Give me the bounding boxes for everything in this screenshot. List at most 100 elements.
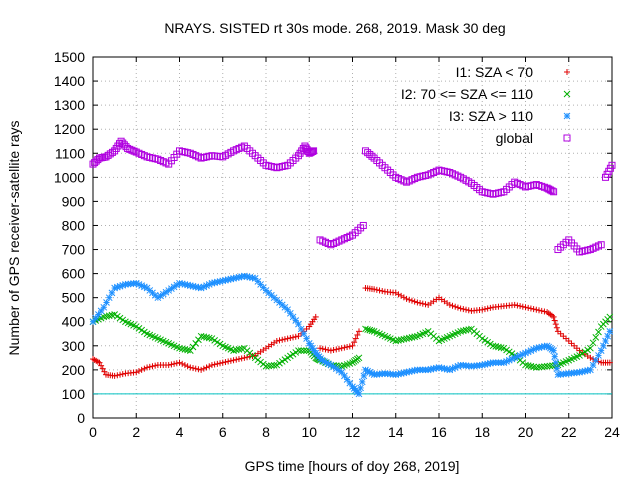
data-point <box>366 150 374 158</box>
data-point <box>606 328 614 335</box>
data-point <box>268 362 275 370</box>
data-point <box>538 307 545 314</box>
y-tick-label: 1500 <box>54 49 85 65</box>
data-point <box>238 355 245 362</box>
data-point <box>146 363 153 370</box>
y-tick-label: 600 <box>62 266 86 282</box>
x-tick-label: 8 <box>262 424 270 440</box>
data-point <box>587 354 594 361</box>
data-point <box>587 366 594 374</box>
y-tick-label: 1300 <box>54 97 85 113</box>
legend-label: I1: SZA < 70 <box>456 64 534 80</box>
data-point <box>546 362 554 370</box>
legend-label: I2: 70 <= SZA <= 110 <box>401 86 533 102</box>
data-point <box>411 298 418 305</box>
data-point <box>108 148 116 156</box>
axis-ticks: 0 2 4 6 8 10 12 14 16 18 20 22 240100200300400500600… <box>54 49 620 440</box>
data-point <box>176 359 183 366</box>
data-point <box>589 361 597 369</box>
data-point <box>101 368 108 375</box>
data-point <box>184 363 191 370</box>
data-point <box>284 335 291 342</box>
y-tick-label: 400 <box>62 314 86 330</box>
data-point <box>408 297 415 304</box>
data-point <box>541 363 548 370</box>
data-point <box>362 325 369 333</box>
data-points <box>89 137 616 398</box>
data-point <box>289 313 297 321</box>
series-1 <box>89 311 614 371</box>
data-point <box>297 325 305 333</box>
legend-marker <box>564 69 570 75</box>
data-point <box>592 334 600 341</box>
data-point <box>111 372 118 379</box>
data-point <box>395 291 402 298</box>
data-point <box>135 368 142 375</box>
data-point <box>138 366 145 373</box>
data-point <box>597 241 605 249</box>
data-point <box>606 359 613 366</box>
data-point <box>422 301 429 308</box>
data-point <box>355 390 363 398</box>
data-point <box>214 360 221 367</box>
data-point <box>171 360 178 367</box>
data-point <box>181 362 188 369</box>
data-point <box>217 360 224 367</box>
data-point <box>133 369 140 376</box>
x-tick-label: 12 <box>345 424 361 440</box>
data-point <box>608 161 616 169</box>
data-point <box>173 360 180 367</box>
data-point <box>484 305 491 312</box>
data-point <box>525 304 532 311</box>
data-point <box>230 357 237 364</box>
x-tick-label: 22 <box>561 424 577 440</box>
data-point <box>538 363 546 371</box>
data-point <box>130 147 138 155</box>
data-point <box>327 347 334 354</box>
data-point <box>200 365 207 372</box>
y-tick-label: 700 <box>62 242 86 258</box>
data-point <box>225 358 232 365</box>
data-point <box>333 346 340 353</box>
data-point <box>552 321 559 328</box>
series-0 <box>90 285 613 379</box>
data-point <box>449 302 456 309</box>
data-point <box>96 359 103 366</box>
data-point <box>543 362 551 370</box>
data-point <box>519 303 526 310</box>
data-point <box>195 336 202 344</box>
data-point <box>514 302 521 309</box>
data-point <box>203 364 210 371</box>
data-point <box>343 376 351 383</box>
data-point <box>550 347 557 354</box>
data-point <box>364 326 371 333</box>
series-2 <box>89 272 614 398</box>
data-point <box>465 307 472 314</box>
data-point <box>368 327 376 335</box>
data-point <box>286 309 294 317</box>
data-point <box>359 221 367 229</box>
data-point <box>532 364 540 371</box>
y-tick-label: 1400 <box>54 73 85 89</box>
data-point <box>295 320 302 328</box>
data-point <box>98 362 105 369</box>
data-point <box>533 306 540 313</box>
data-point <box>366 326 374 334</box>
chart-title: NRAYS. SISTED rt 30s mode. 268, 2019. Ma… <box>164 20 505 36</box>
data-point <box>187 364 194 371</box>
data-point <box>114 372 121 379</box>
data-point <box>128 146 136 154</box>
data-point <box>325 347 332 354</box>
x-tick-label: 4 <box>176 424 184 440</box>
data-point <box>414 299 421 306</box>
legend-marker <box>563 90 571 98</box>
data-point <box>346 379 354 387</box>
data-point <box>373 286 380 293</box>
data-point <box>463 306 470 313</box>
data-point <box>141 365 148 372</box>
x-axis-label: GPS time [hours of doy 268, 2019] <box>245 458 460 474</box>
data-point <box>530 306 537 313</box>
legend-marker <box>563 134 571 142</box>
data-point <box>524 348 532 356</box>
